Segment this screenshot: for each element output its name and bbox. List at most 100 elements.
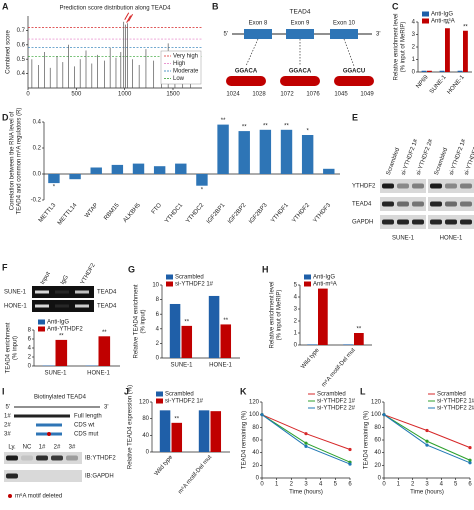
construct-id: 3# bbox=[4, 432, 11, 438]
x-tick-label: ALKBH5 bbox=[122, 202, 142, 224]
series-line bbox=[383, 414, 471, 461]
y-tick-label: 2 bbox=[412, 45, 416, 51]
bar bbox=[217, 124, 229, 174]
band bbox=[412, 183, 424, 189]
bar bbox=[301, 135, 314, 174]
y-tick-label: 0.5 bbox=[17, 57, 26, 63]
three-prime: 3' bbox=[104, 405, 108, 411]
cell-line-label: SUNE-1 bbox=[392, 236, 415, 242]
bar bbox=[427, 70, 432, 72]
lane-label: YTHDF2 bbox=[80, 262, 97, 286]
bar bbox=[280, 129, 293, 174]
significance: ** bbox=[174, 416, 179, 422]
cell-line-label: SUNE-1 bbox=[4, 290, 27, 296]
x-tick-label: 4 bbox=[319, 482, 323, 488]
target-label: TEAD4 bbox=[97, 290, 117, 296]
y-tick-label: 0 bbox=[28, 364, 32, 370]
x-tick-label: WTAP bbox=[84, 202, 99, 219]
legend-label: Anti-IgG bbox=[431, 12, 453, 18]
legend-label: High bbox=[173, 61, 185, 67]
gel-band bbox=[55, 304, 69, 308]
arrow bbox=[128, 13, 134, 22]
x-tick-label: 2 bbox=[411, 482, 415, 488]
construct-name: Full length bbox=[74, 414, 102, 420]
blot-label: IB:GAPDH bbox=[85, 474, 114, 480]
blot-strip bbox=[380, 179, 426, 193]
panel-letter: H bbox=[262, 264, 269, 274]
gel-strip bbox=[32, 300, 94, 312]
exon-label: Exon 10 bbox=[333, 21, 356, 27]
legend-swatch bbox=[156, 398, 163, 404]
motif-oval bbox=[334, 76, 374, 86]
legend-swatch bbox=[304, 281, 311, 287]
band bbox=[412, 219, 424, 225]
legend-label: Low bbox=[173, 76, 185, 82]
x-tick-label: 0 bbox=[260, 482, 264, 488]
x-tick-label: RBM15 bbox=[103, 202, 121, 222]
band bbox=[36, 455, 48, 461]
significance: ** bbox=[59, 333, 64, 339]
y-tick-label: 20 bbox=[374, 463, 381, 469]
blot-label: IB:YTHDF2 bbox=[85, 456, 116, 462]
x-tick-label: NP69 bbox=[415, 74, 430, 90]
y-tick-label: 4 bbox=[156, 326, 160, 332]
y-axis-label: (% input) bbox=[141, 309, 147, 333]
legend-label: Anti-IgG bbox=[313, 275, 335, 281]
band bbox=[460, 219, 472, 225]
y-tick-label: 6 bbox=[28, 337, 32, 343]
bar bbox=[98, 336, 111, 366]
band bbox=[21, 455, 33, 461]
x-tick-label: 6 bbox=[468, 482, 472, 488]
band bbox=[51, 455, 63, 461]
bar bbox=[198, 410, 210, 452]
five-prime: 5' bbox=[6, 405, 10, 411]
legend-label: si-YTHDF2 1# bbox=[175, 282, 214, 288]
legend-label: si-YTHDF2 1# bbox=[317, 399, 356, 405]
significance: ** bbox=[357, 327, 362, 333]
panel-letter: L bbox=[360, 386, 366, 396]
bar bbox=[169, 303, 181, 358]
legend-swatch bbox=[422, 18, 429, 24]
panel-letter: E bbox=[352, 112, 358, 122]
significance: ** bbox=[221, 118, 226, 124]
legend-swatch bbox=[156, 391, 163, 397]
significance: ** bbox=[184, 319, 189, 325]
band bbox=[382, 183, 394, 189]
legend-label: m⁶A motif deleted bbox=[15, 493, 62, 500]
x-tick-label: 1500 bbox=[166, 92, 180, 98]
legend-mark bbox=[8, 494, 12, 498]
protein-label: GAPDH bbox=[352, 220, 373, 226]
band bbox=[430, 201, 442, 207]
legend-label: Anti-YTHDF2 bbox=[47, 327, 83, 333]
x-axis-label: Time (hours) bbox=[289, 490, 323, 496]
protein-label: YTHDF2 bbox=[352, 184, 376, 190]
x-tick-label: SUNE-1 bbox=[44, 371, 67, 377]
y-tick-label: 80 bbox=[252, 425, 259, 431]
point bbox=[468, 458, 472, 462]
y-tick-label: 0 bbox=[294, 343, 298, 349]
band bbox=[445, 201, 457, 207]
y-tick-label: 100 bbox=[371, 412, 382, 418]
point bbox=[425, 428, 429, 433]
y-tick-label: 2 bbox=[156, 341, 160, 347]
x-tick-label: SUNE-1 bbox=[170, 363, 193, 369]
y-tick-label: 4 bbox=[412, 20, 416, 26]
legend-swatch bbox=[166, 281, 173, 287]
point bbox=[260, 413, 264, 417]
y-tick-label: 4 bbox=[28, 346, 32, 352]
x-tick-label: Wild type bbox=[154, 454, 175, 477]
exon bbox=[244, 29, 272, 39]
point bbox=[304, 444, 308, 448]
y-tick-label: 0.0 bbox=[33, 172, 42, 178]
band bbox=[382, 201, 394, 207]
construct-id: 1# bbox=[4, 414, 11, 420]
significance: * bbox=[306, 129, 309, 135]
panel-letter: C bbox=[392, 1, 399, 11]
diagram-title: TEAD4 bbox=[290, 9, 311, 16]
y-tick-label: 20 bbox=[252, 463, 259, 469]
bar bbox=[439, 70, 445, 72]
lane-label: Scrambled bbox=[386, 147, 401, 176]
x-tick-label: YTHDF2 bbox=[291, 202, 311, 224]
y-tick-label: 0.2 bbox=[33, 146, 42, 152]
bar bbox=[457, 70, 463, 72]
